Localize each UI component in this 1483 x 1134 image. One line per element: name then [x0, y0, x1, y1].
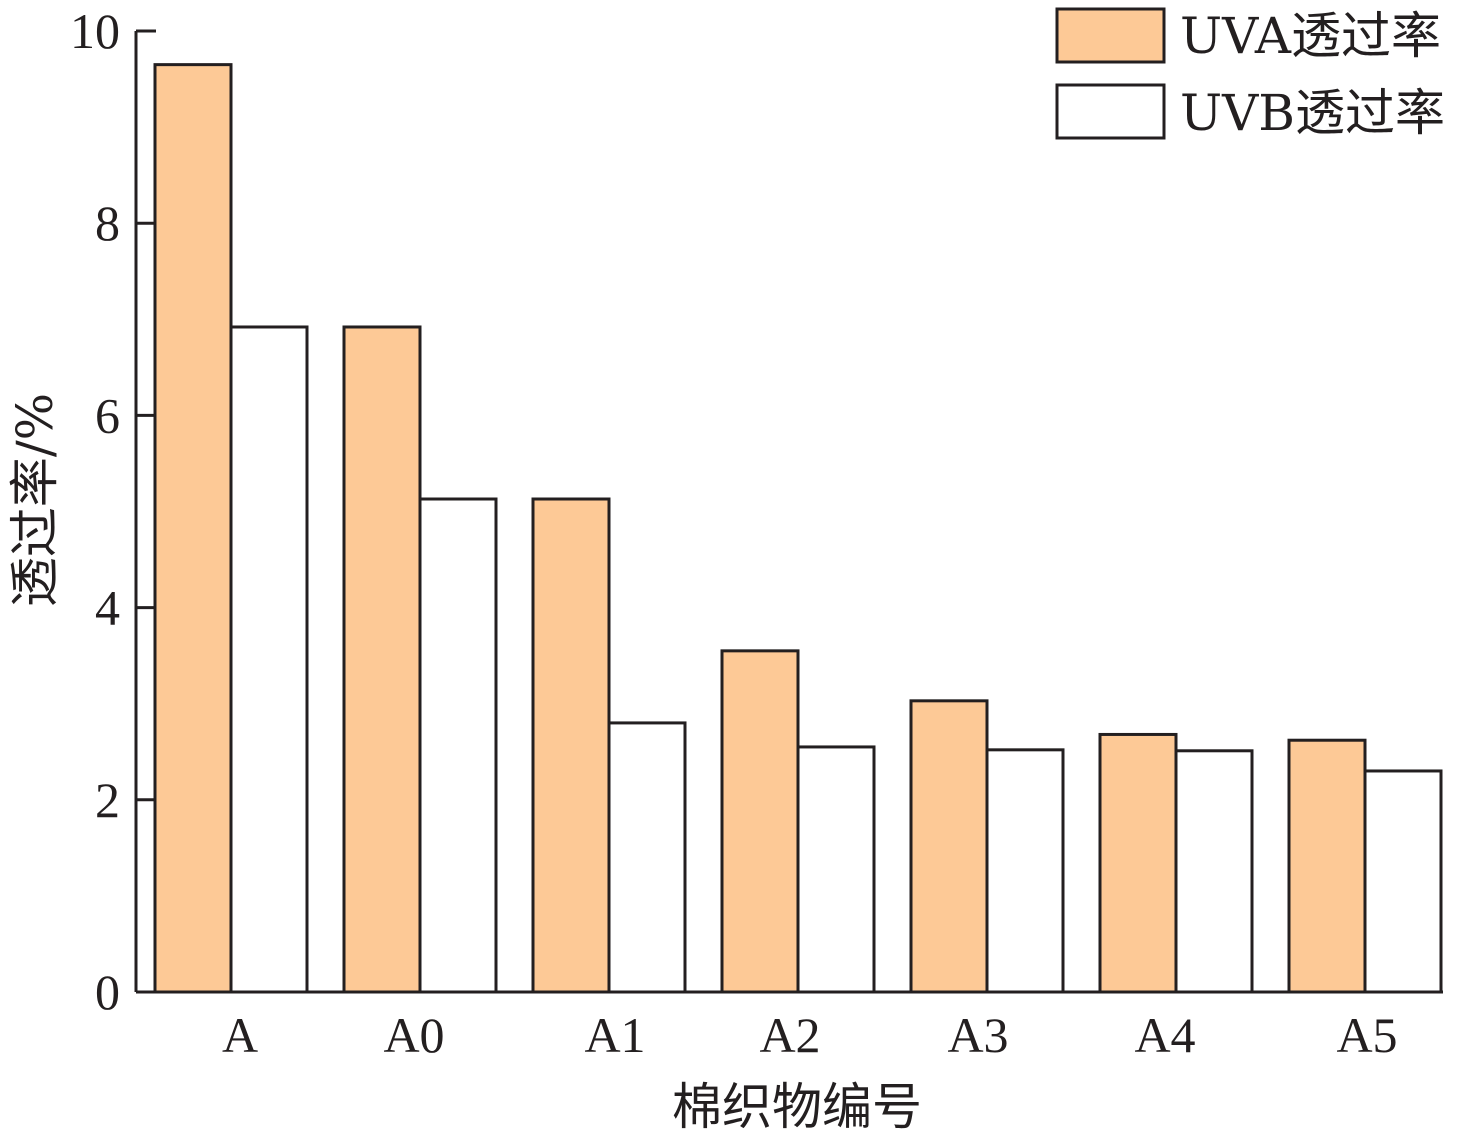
bar-a2-series-2: [796, 745, 876, 994]
x-axis-title: 棉织物编号: [672, 1078, 922, 1134]
x-tick-label-a0: A0: [383, 1007, 444, 1063]
bar-a4-series-2: [1174, 749, 1254, 994]
bar-a3-series-2: [985, 748, 1065, 994]
bar-a-series-1: [153, 63, 233, 994]
x-tick-label-a: A: [222, 1007, 258, 1063]
y-tick-label-10: 10: [70, 3, 120, 59]
bar-a2-series-1: [720, 649, 800, 994]
y-tick-label-4: 4: [95, 580, 120, 636]
legend-label-series-2: UVB透过率: [1180, 84, 1445, 142]
bar-a5-series-1: [1287, 738, 1367, 994]
bar-a1-series-2: [607, 721, 687, 994]
y-tick-label-8: 8: [95, 195, 120, 251]
bar-a5-series-2: [1363, 769, 1443, 994]
bars-group: [153, 63, 1443, 994]
bar-a1-series-1: [531, 497, 611, 994]
x-tick-label-a3: A3: [947, 1007, 1008, 1063]
y-axis-title: 透过率/%: [6, 393, 64, 607]
legend: UVA透过率 UVB透过率: [1055, 7, 1445, 142]
legend-label-series-1: UVA透过率: [1180, 7, 1441, 65]
x-tick-label-a4: A4: [1134, 1007, 1195, 1063]
y-tick-label-2: 2: [95, 772, 120, 828]
bar-a4-series-1: [1098, 732, 1178, 994]
x-tick-label-a5: A5: [1336, 1007, 1397, 1063]
x-tick-label-a2: A2: [759, 1007, 820, 1063]
y-tick-label-0: 0: [95, 964, 120, 1020]
x-tick-label-a1: A1: [584, 1007, 645, 1063]
bar-a0-series-2: [418, 497, 498, 994]
bar-a-series-2: [229, 325, 309, 994]
y-ticks-group: 0 2 4 6 8 10: [70, 3, 156, 1020]
legend-swatch-series-2: [1055, 83, 1166, 140]
y-tick-label-6: 6: [95, 387, 120, 443]
legend-swatch-series-1: [1055, 7, 1166, 64]
axes-group: [134, 31, 1443, 994]
x-ticks-group: A A0 A1 A2 A3 A4 A5: [222, 1007, 1398, 1063]
bar-a0-series-1: [342, 325, 422, 994]
bar-a3-series-1: [909, 699, 989, 994]
